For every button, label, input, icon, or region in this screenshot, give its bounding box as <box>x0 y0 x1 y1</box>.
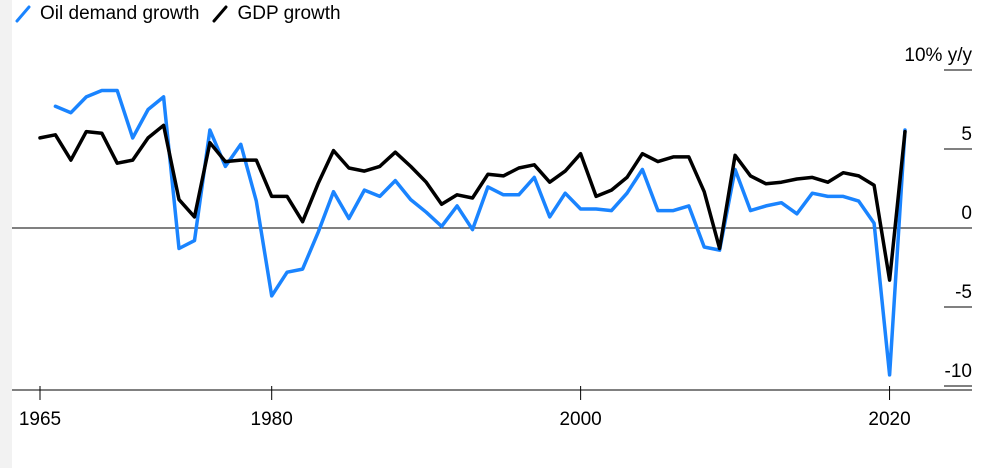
y-tick-label: 5 <box>961 124 972 145</box>
y-tick-label: 10% y/y <box>904 45 972 66</box>
legend-item-gdp: GDP growth <box>211 2 341 26</box>
x-tick-label: 2000 <box>559 409 601 430</box>
legend-swatch-gdp-icon <box>211 4 229 24</box>
x-tick-label: 2020 <box>868 409 910 430</box>
y-tick-label: 0 <box>961 203 972 224</box>
series-line-oil-demand <box>53 88 907 377</box>
legend-label-oil: Oil demand growth <box>40 3 200 24</box>
legend-label-gdp: GDP growth <box>237 3 341 24</box>
y-axis: 10% y/y 5 0 -5 -10 <box>12 45 972 387</box>
x-tick-label: 1965 <box>19 409 61 430</box>
y-tick-label: -10 <box>945 361 972 382</box>
left-edge-strip <box>0 0 12 468</box>
series-line-gdp <box>38 123 907 282</box>
y-tick-label: -5 <box>955 282 972 303</box>
series-lines <box>38 88 907 377</box>
x-axis: 1965 1980 2000 2020 <box>12 386 972 430</box>
x-tick-label: 1980 <box>251 409 293 430</box>
legend-swatch-oil-icon <box>14 4 32 24</box>
chart-legend: Oil demand growth GDP growth <box>14 2 353 26</box>
legend-item-oil: Oil demand growth <box>14 2 199 26</box>
